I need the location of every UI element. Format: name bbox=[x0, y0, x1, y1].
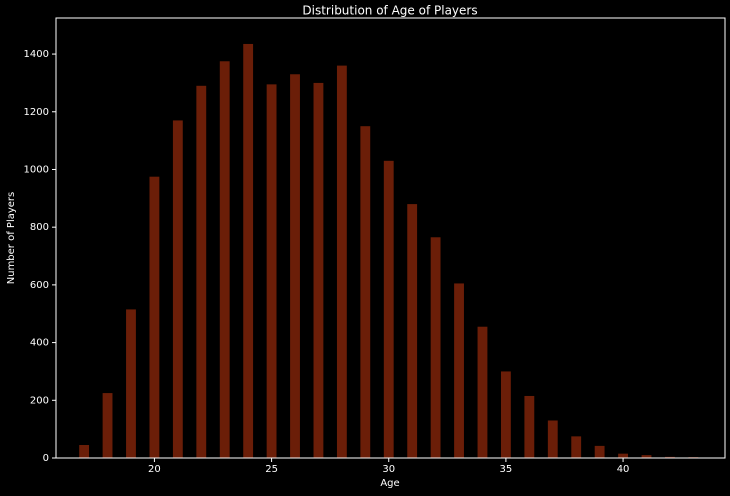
bar bbox=[360, 126, 371, 459]
y-axis-label: Number of Players bbox=[6, 192, 17, 285]
x-axis-label: Age bbox=[380, 478, 399, 489]
bar bbox=[79, 445, 90, 458]
y-tick-label: 1000 bbox=[24, 164, 49, 175]
bar bbox=[500, 371, 511, 458]
bar bbox=[313, 82, 324, 458]
bar bbox=[290, 74, 300, 458]
bar bbox=[172, 120, 183, 458]
y-tick-label: 0 bbox=[43, 453, 49, 464]
x-tick-label: 40 bbox=[617, 464, 630, 475]
bar bbox=[126, 309, 136, 458]
bar bbox=[102, 393, 113, 458]
bar bbox=[219, 61, 230, 459]
bar bbox=[618, 453, 628, 458]
bar bbox=[524, 395, 535, 458]
bar bbox=[665, 456, 675, 458]
bar bbox=[407, 204, 418, 458]
y-tick-label: 1400 bbox=[24, 49, 49, 60]
bar bbox=[149, 176, 160, 458]
bar bbox=[594, 445, 605, 458]
y-tick-label: 600 bbox=[30, 280, 49, 291]
x-tick-label: 25 bbox=[265, 464, 278, 475]
y-tick-label: 200 bbox=[30, 395, 49, 406]
bar bbox=[571, 436, 582, 458]
bar bbox=[196, 85, 207, 458]
bar bbox=[454, 283, 464, 458]
y-tick-label: 800 bbox=[30, 222, 49, 233]
plot-frame bbox=[55, 17, 726, 459]
bar bbox=[266, 84, 277, 458]
x-tick-label: 35 bbox=[500, 464, 513, 475]
bar bbox=[477, 326, 488, 458]
x-tick-label: 30 bbox=[382, 464, 395, 475]
chart-title: Distribution of Age of Players bbox=[302, 4, 477, 18]
y-tick-label: 1200 bbox=[24, 107, 49, 118]
y-tick-label: 400 bbox=[30, 338, 49, 349]
bar bbox=[383, 160, 394, 458]
x-tick-label: 20 bbox=[148, 464, 161, 475]
bar bbox=[336, 65, 347, 458]
bar bbox=[243, 43, 254, 458]
bar bbox=[430, 237, 441, 458]
bar bbox=[547, 420, 558, 458]
bar bbox=[641, 455, 652, 458]
